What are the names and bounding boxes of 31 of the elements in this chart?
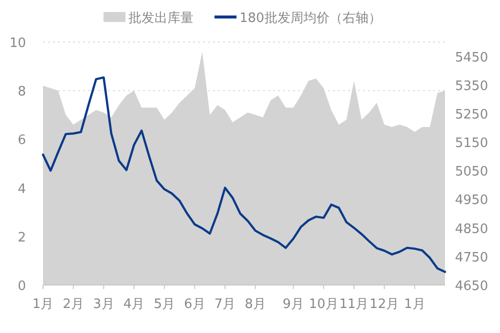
y-tick-label: 4 <box>18 182 26 197</box>
x-tick-label: 6月 <box>184 297 206 312</box>
y2-tick-label: 4650 <box>455 279 488 294</box>
x-tick-label: 9月 <box>282 297 304 312</box>
y2-tick-label: 5150 <box>455 136 488 152</box>
x-tick-label: 7月 <box>214 297 236 312</box>
x-tick-label: 4月 <box>123 297 145 312</box>
x-tick-label: 12月 <box>370 297 400 312</box>
x-tick-label: 5月 <box>154 297 175 312</box>
x-tick-label: 1月 <box>404 297 426 312</box>
y2-tick-label: 5250 <box>455 107 488 122</box>
legend-label: 批发出库量 <box>128 11 194 26</box>
legend-label: 180批发周均价（右轴） <box>240 11 382 26</box>
y-tick-label: 8 <box>18 84 26 100</box>
y-tick-label: 2 <box>18 230 26 246</box>
line-series <box>42 76 446 273</box>
y2-tick-label: 4850 <box>455 222 488 237</box>
y-tick-label: 6 <box>18 133 26 148</box>
y2-tick-label: 5350 <box>455 78 488 94</box>
x-tick-label: 3月 <box>93 297 114 312</box>
y-tick-label: 10 <box>9 36 26 51</box>
y-tick-label: 0 <box>18 279 26 294</box>
x-tick-label: 10月 <box>308 297 338 312</box>
y2-tick-label: 4750 <box>455 250 488 266</box>
x-tick-label: 8月 <box>244 297 266 312</box>
x-tick-label: 1月 <box>32 297 54 312</box>
x-tick-label: 2月 <box>62 297 84 312</box>
x-tick-label: 11月 <box>339 297 369 312</box>
y2-tick-label: 5050 <box>455 164 488 180</box>
y2-tick-label: 5450 <box>455 50 488 66</box>
y2-tick-label: 4950 <box>455 193 488 208</box>
